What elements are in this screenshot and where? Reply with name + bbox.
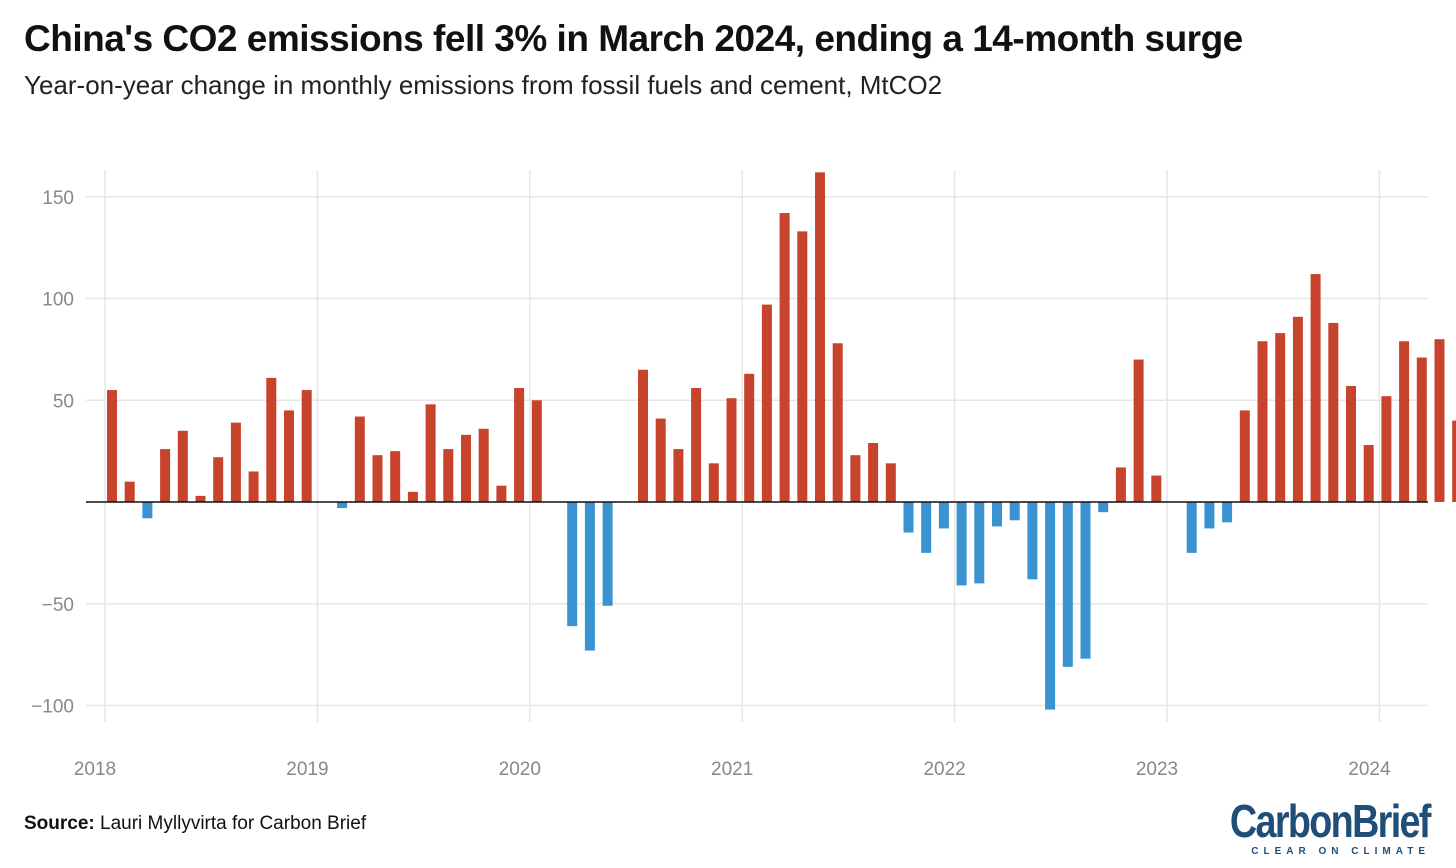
carbon-brief-logo: CarbonBrief CLEAR ON CLIMATE xyxy=(1186,795,1432,857)
x-tick-label: 2022 xyxy=(923,759,965,780)
bar xyxy=(1027,502,1038,580)
bar xyxy=(1328,322,1339,502)
bar xyxy=(160,449,171,502)
bar xyxy=(124,481,135,502)
bar xyxy=(602,502,613,606)
bar xyxy=(567,502,578,627)
bar xyxy=(832,343,843,502)
bar xyxy=(868,442,879,502)
bar xyxy=(301,390,312,502)
bar xyxy=(638,369,648,502)
source-label: Source: xyxy=(24,813,95,834)
bar xyxy=(266,377,277,502)
bar xyxy=(1186,502,1197,553)
x-tick-label: 2024 xyxy=(1348,759,1391,780)
bar xyxy=(478,428,489,502)
bar xyxy=(1151,475,1162,502)
bar xyxy=(1452,420,1456,502)
bar xyxy=(142,502,153,519)
bar xyxy=(461,434,471,502)
bar xyxy=(390,451,401,502)
bar xyxy=(1434,339,1445,502)
bar xyxy=(337,502,348,509)
bar xyxy=(177,430,188,502)
bar xyxy=(1045,502,1056,710)
bar xyxy=(726,398,737,502)
bar xyxy=(195,495,206,502)
bar xyxy=(248,471,259,502)
bar xyxy=(850,455,861,502)
bar xyxy=(655,418,666,502)
bar xyxy=(1062,502,1073,667)
bar xyxy=(992,502,1002,527)
y-tick-label: 100 xyxy=(42,290,74,311)
bar xyxy=(921,502,932,553)
bar xyxy=(1009,502,1020,521)
bar xyxy=(1275,333,1286,502)
bar xyxy=(425,404,436,502)
bar xyxy=(1098,502,1109,513)
bar xyxy=(744,373,755,502)
chart-subtitle: Year-on-year change in monthly emissions… xyxy=(24,70,943,100)
bar xyxy=(213,457,224,502)
bar xyxy=(1363,445,1374,502)
bar xyxy=(1381,396,1392,502)
bar xyxy=(974,502,985,584)
x-tick-label: 2020 xyxy=(499,759,541,780)
bar xyxy=(107,390,117,502)
bar xyxy=(797,231,808,502)
bar xyxy=(584,502,595,651)
bar xyxy=(496,485,507,502)
bar xyxy=(1239,410,1250,502)
x-tick-label: 2023 xyxy=(1136,759,1178,780)
bar xyxy=(407,491,418,502)
bar xyxy=(230,422,241,502)
y-tick-label: −100 xyxy=(31,697,74,718)
x-tick-label: 2019 xyxy=(286,759,328,780)
logo-tagline: CLEAR ON CLIMATE xyxy=(1251,846,1430,857)
bar xyxy=(284,410,294,502)
bar xyxy=(903,502,914,533)
source-note: Source: Lauri Myllyvirta for Carbon Brie… xyxy=(24,813,366,835)
logo-wordmark: CarbonBrief xyxy=(1230,795,1432,847)
bar xyxy=(372,455,383,502)
y-tick-label: 50 xyxy=(53,391,74,412)
bar xyxy=(938,502,949,529)
bar xyxy=(1133,359,1144,502)
bar xyxy=(673,449,684,502)
y-tick-label: 150 xyxy=(42,188,74,209)
bar xyxy=(761,304,772,502)
bar xyxy=(1222,502,1233,523)
x-tick-label: 2021 xyxy=(711,759,753,780)
y-tick-label: −50 xyxy=(42,595,74,616)
bar xyxy=(1204,502,1215,529)
bar xyxy=(1257,341,1268,502)
chart-title: China's CO2 emissions fell 3% in March 2… xyxy=(24,18,1243,59)
bar xyxy=(708,463,719,502)
bar xyxy=(1346,386,1356,502)
source-text: Lauri Myllyvirta for Carbon Brief xyxy=(100,813,367,834)
bar xyxy=(779,213,790,502)
bar xyxy=(443,449,454,502)
bar-chart: −100 −50 50 100 150 2018 2019 2020 2021 2022 2023 2… xyxy=(31,170,1456,780)
bar xyxy=(1310,274,1321,502)
bar xyxy=(885,463,896,502)
bar xyxy=(691,388,702,502)
bar xyxy=(531,400,542,502)
x-tick-label: 2018 xyxy=(74,759,116,780)
bar xyxy=(1399,341,1410,502)
bar xyxy=(1416,357,1427,502)
bar xyxy=(815,172,825,502)
bar xyxy=(956,502,967,586)
bar xyxy=(1080,502,1091,659)
bar xyxy=(354,416,365,502)
bar xyxy=(514,388,525,502)
bar xyxy=(1115,467,1126,502)
bar xyxy=(1292,316,1303,502)
